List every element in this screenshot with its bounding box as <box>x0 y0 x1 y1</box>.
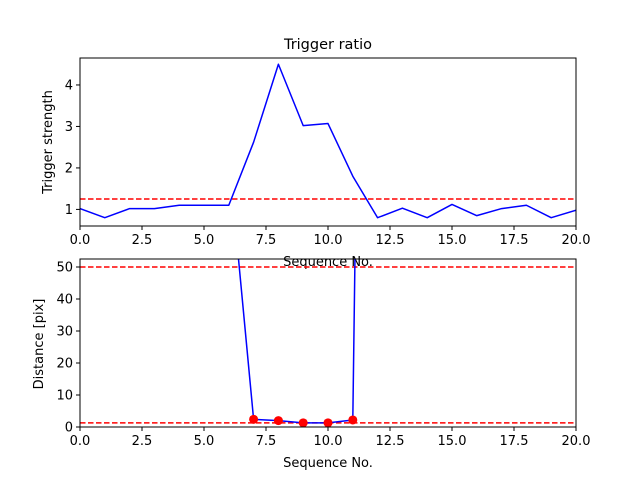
top-y-tick-label: 3 <box>65 120 73 135</box>
bottom-x-tick-label: 10.0 <box>314 434 343 449</box>
bottom-y-tick-label: 40 <box>56 293 73 308</box>
bottom-y-tick-label: 0 <box>65 421 73 436</box>
bottom-marker-point <box>273 416 283 426</box>
bottom-x-tick-label: 5.0 <box>194 434 215 449</box>
bottom-marker-point <box>249 414 259 424</box>
top-y-tick-label: 1 <box>65 203 73 218</box>
top-chart-title: Trigger ratio <box>283 37 372 53</box>
bottom-y-tick-label: 30 <box>56 325 73 340</box>
top-chart-plot: 0.0 2.5 5.0 7.5 10.0 12.5 15.0 17.5 20.0 1 2 3 4 <box>65 57 591 248</box>
bottom-x-tick-label: 20.0 <box>562 434 591 449</box>
top-x-tick-label: 20.0 <box>562 233 591 248</box>
bottom-y-tick-label: 50 <box>56 261 73 276</box>
bottom-chart-plot: 0.0 2.5 5.0 7.5 10.0 12.5 15.0 17.5 20.0 0 10 20 30 4… <box>56 258 591 449</box>
top-x-tick-label: 0.0 <box>70 233 91 248</box>
bottom-x-tick-label: 12.5 <box>376 434 405 449</box>
top-plot-area <box>80 63 576 219</box>
top-y-tick-label: 2 <box>65 161 73 176</box>
top-x-tick-label: 17.5 <box>500 233 529 248</box>
bottom-marker-point <box>323 418 333 427</box>
top-x-tick-label: 5.0 <box>194 233 215 248</box>
bottom-chart-ylabel: Distance [pix] <box>32 299 47 390</box>
bottom-plot-area <box>80 259 576 427</box>
bottom-marker-point <box>298 418 308 427</box>
top-series-line-0 <box>80 63 576 219</box>
top-chart-xlabel-mask <box>80 58 576 226</box>
bottom-x-tick-label: 15.0 <box>438 434 467 449</box>
bottom-y-tick-label: 20 <box>56 357 73 372</box>
top-x-tick-label: 10.0 <box>314 233 343 248</box>
top-y-tick-label: 4 <box>65 78 73 93</box>
bottom-chart: Distance [pix] Sequence No. 0.0 2.5 5.0 7.5… <box>32 258 591 471</box>
bottom-marker-point <box>348 415 358 425</box>
top-x-tick-label: 15.0 <box>438 233 467 248</box>
bottom-x-tick-label: 2.5 <box>132 434 153 449</box>
top-x-tick-label: 7.5 <box>256 233 277 248</box>
top-x-tick-label: 12.5 <box>376 233 405 248</box>
top-x-tick-label: 2.5 <box>132 233 153 248</box>
top-chart: Trigger ratio Trigger strength Sequence … <box>41 37 590 270</box>
top-chart-ylabel: Trigger strength <box>41 90 56 195</box>
bottom-x-tick-label: 17.5 <box>500 434 529 449</box>
bottom-y-tick-label: 10 <box>56 389 73 404</box>
bottom-x-tick-label: 7.5 <box>256 434 277 449</box>
bottom-x-tick-label: 0.0 <box>70 434 91 449</box>
bottom-chart-xlabel: Sequence No. <box>283 456 373 471</box>
